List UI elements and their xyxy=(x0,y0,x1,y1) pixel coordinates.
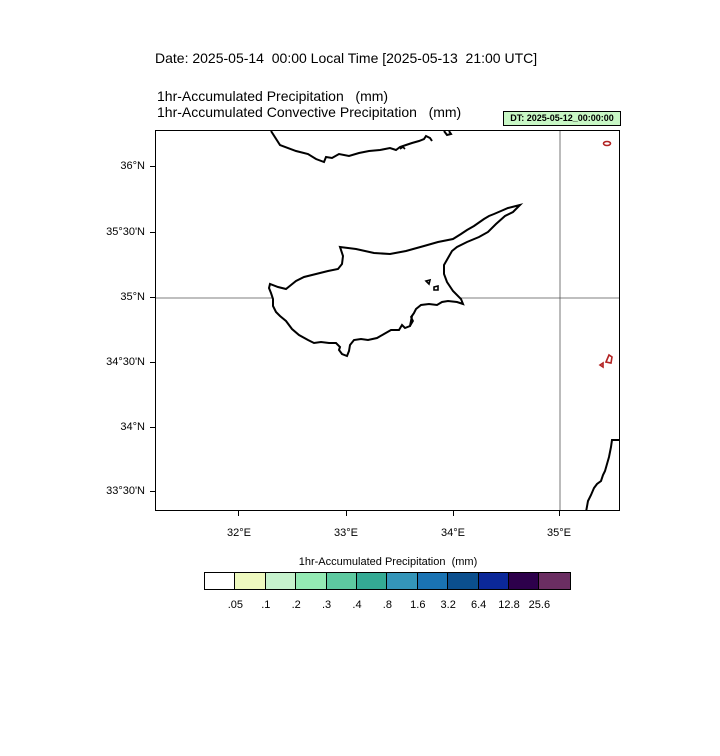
lat-label-36n: 36°N xyxy=(120,160,145,172)
colorbar-swatch xyxy=(235,573,266,589)
lat-label-35n: 35°N xyxy=(120,291,145,303)
colorbar-level-label: .4 xyxy=(352,599,362,611)
lat-tick xyxy=(150,232,155,233)
precip-contour-east xyxy=(604,353,613,364)
lon-tick xyxy=(453,511,454,516)
lon-tick xyxy=(346,511,347,516)
map-canvas xyxy=(156,131,619,510)
lon-tick xyxy=(559,511,560,516)
cyprus-coastline xyxy=(267,203,524,358)
famagusta-islet-2 xyxy=(433,284,439,291)
lat-label-34-30n: 34°30'N xyxy=(106,356,145,368)
precip-contour-north xyxy=(602,140,612,147)
colorbar-swatch xyxy=(205,573,236,589)
lat-label-33-30n: 33°30'N xyxy=(106,485,145,497)
colorbar-swatch xyxy=(356,573,388,589)
colorbar-swatch xyxy=(508,573,540,589)
colorbar-level-label: 1.6 xyxy=(410,599,426,611)
turkey-islet xyxy=(399,145,406,150)
colorbar-title: 1hr-Accumulated Precipitation (mm) xyxy=(298,556,478,568)
precip-contour-east-2 xyxy=(598,361,604,369)
colorbar-level-label: .2 xyxy=(291,599,301,611)
famagusta-islet xyxy=(424,278,432,286)
dt-badge: DT: 2025-05-12_00:00:00 xyxy=(503,111,621,126)
lat-tick xyxy=(150,166,155,167)
lat-tick xyxy=(150,427,155,428)
colorbar-swatch xyxy=(296,573,327,589)
colorbar-swatch xyxy=(539,573,570,589)
title-precipitation: 1hr-Accumulated Precipitation (mm) xyxy=(157,88,389,104)
lat-label-34n: 34°N xyxy=(120,421,145,433)
levant-coastline xyxy=(585,439,619,510)
colorbar-swatch xyxy=(478,573,509,589)
turkey-coastline xyxy=(270,131,453,164)
lon-tick xyxy=(238,511,239,516)
colorbar-level-label: .1 xyxy=(261,599,271,611)
colorbar xyxy=(204,572,571,590)
date-line: Date: 2025-05-14 00:00 Local Time [2025-… xyxy=(155,50,538,66)
colorbar-swatch xyxy=(387,573,418,589)
lat-tick xyxy=(150,362,155,363)
map-panel xyxy=(155,130,620,511)
colorbar-swatch xyxy=(265,573,297,589)
colorbar-swatch xyxy=(448,573,479,589)
colorbar-level-label: .3 xyxy=(322,599,332,611)
colorbar-swatch xyxy=(417,573,449,589)
lat-tick xyxy=(150,491,155,492)
lat-tick xyxy=(150,297,155,298)
colorbar-level-label: .05 xyxy=(227,599,244,611)
lon-label-32e: 32°E xyxy=(227,527,251,539)
colorbar-level-label: 6.4 xyxy=(470,599,487,611)
lon-label-34e: 34°E xyxy=(441,527,465,539)
colorbar-level-label: 12.8 xyxy=(498,599,520,611)
colorbar-swatch xyxy=(326,573,357,589)
lon-label-35e: 35°E xyxy=(547,527,571,539)
akrotiri-peninsula xyxy=(409,312,415,327)
title-convective-precipitation: 1hr-Accumulated Convective Precipitation… xyxy=(157,104,462,120)
lat-label-35-30n: 35°30'N xyxy=(106,226,145,238)
colorbar-level-label: 3.2 xyxy=(440,599,456,611)
colorbar-level-label: 25.6 xyxy=(528,599,551,611)
lon-label-33e: 33°E xyxy=(334,527,358,539)
colorbar-level-label: .8 xyxy=(382,599,392,611)
